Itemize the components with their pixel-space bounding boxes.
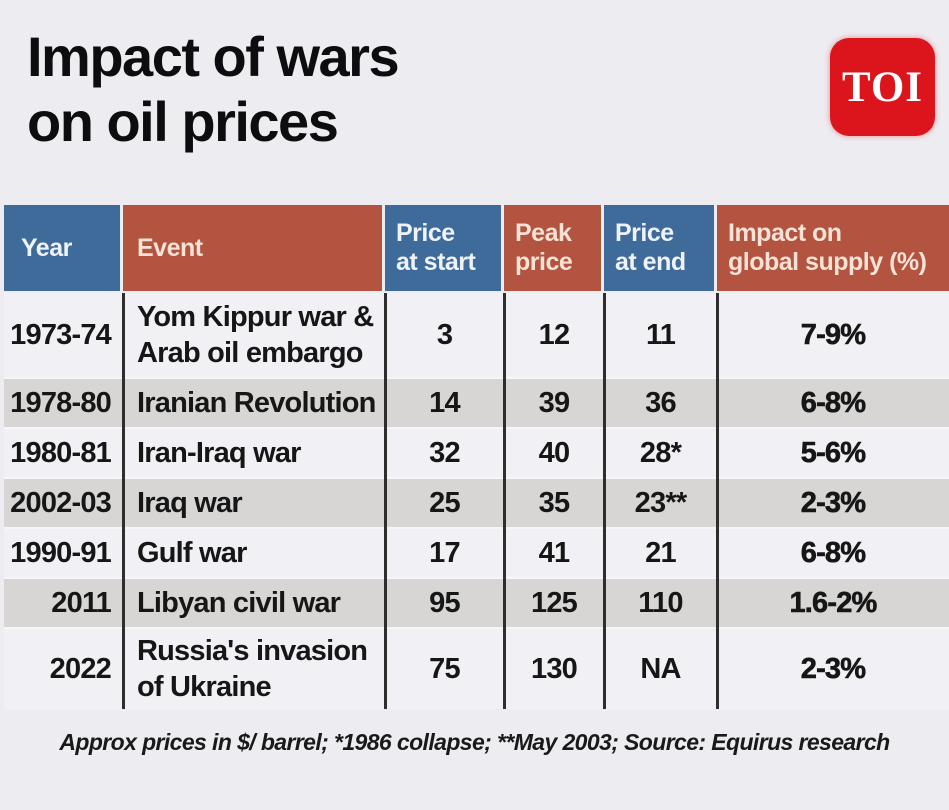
table-header-row: Year Event Price at start Peak price Pri… [4,205,949,291]
column-header-impact: Impact on global supply (%) [717,205,949,291]
table-body: 1973-74 Yom Kippur war & Arab oil embarg… [4,293,949,709]
table-row: 1973-74 Yom Kippur war & Arab oil embarg… [4,293,949,377]
price-start-cell: 75 [429,653,460,685]
column-header-peak-price: Peak price [504,205,604,291]
price-end-cell: 21 [645,537,676,569]
event-cell: Gulf war [137,537,247,569]
table-rows: 1973-74 Yom Kippur war & Arab oil embarg… [4,293,949,709]
column-divider [603,293,606,709]
impact-cell: 1.6-2% [789,587,877,620]
event-cell: Iran-Iraq war [137,437,301,469]
column-header-price-end: Price at end [604,205,717,291]
impact-cell: 6-8% [800,387,866,420]
price-start-cell: 17 [429,537,460,569]
peak-price-cell: 35 [538,487,570,519]
price-start-cell: 3 [436,319,453,351]
peak-price-cell: 39 [538,387,570,419]
year-cell: 1980-81 [10,437,112,469]
price-start-cell: 14 [429,387,460,419]
impact-cell: 2-3% [800,653,866,686]
price-end-cell: 110 [638,587,683,619]
event-cell: Russia's invasion of Ukraine [137,635,368,703]
peak-price-cell: 12 [538,319,570,351]
year-cell: 1990-91 [10,537,112,569]
price-end-cell: 36 [645,387,676,419]
table-row: 2022 Russia's invasion of Ukraine 75 130… [4,629,949,709]
footnote: Approx prices in $/ barrel; *1986 collap… [59,729,890,755]
impact-cell: 7-9% [800,319,866,352]
price-start-cell: 32 [429,437,460,469]
page-title: Impact of wars on oil prices [27,25,400,153]
table-row: 1978-80 Iranian Revolution 14 39 36 6-8% [4,377,949,429]
table-row: 2002-03 Iraq war 25 35 23** 2-3% [4,477,949,529]
price-end-cell: NA [640,653,681,685]
toi-logo: TOI [830,38,935,136]
year-cell: 2011 [51,587,112,619]
peak-price-cell: 125 [531,587,578,619]
toi-logo-text: TOI [841,63,924,111]
year-cell: 2022 [49,653,112,685]
year-cell: 2002-03 [10,487,112,519]
price-end-cell: 23** [634,487,687,519]
oil-prices-table: Year Event Price at start Peak price Pri… [4,205,949,709]
peak-price-cell: 41 [538,537,570,569]
price-end-cell: 11 [645,319,676,351]
masthead: Impact of wars on oil prices TOI [0,0,949,205]
impact-cell: 2-3% [800,487,866,520]
column-divider [503,293,506,709]
peak-price-cell: 40 [538,437,570,469]
event-cell: Iraq war [137,487,243,519]
event-cell: Iranian Revolution [137,387,376,419]
column-divider [716,293,719,709]
price-start-cell: 95 [429,587,460,619]
price-end-cell: 28* [639,437,682,469]
impact-cell: 5-6% [800,437,866,470]
peak-price-cell: 130 [531,653,578,685]
column-header-price-start: Price at start [385,205,504,291]
year-cell: 1973-74 [10,319,112,351]
table-row: 2011 Libyan civil war 95 125 110 1.6-2% [4,577,949,629]
column-divider [384,293,387,709]
impact-cell: 6-8% [800,537,866,570]
year-cell: 1978-80 [10,387,112,419]
column-header-year: Year [4,205,123,291]
price-start-cell: 25 [429,487,460,519]
column-header-event: Event [123,205,385,291]
table-row: 1980-81 Iran-Iraq war 32 40 28* 5-6% [4,429,949,477]
table-row: 1990-91 Gulf war 17 41 21 6-8% [4,529,949,577]
column-divider [122,293,125,709]
event-cell: Libyan civil war [137,587,341,619]
event-cell: Yom Kippur war & Arab oil embargo [137,301,374,369]
